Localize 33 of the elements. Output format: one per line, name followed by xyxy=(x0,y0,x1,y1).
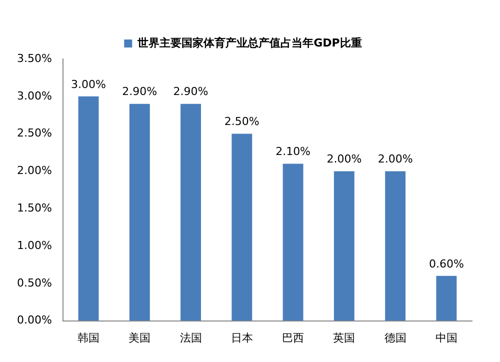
data-label: 3.00% xyxy=(71,78,106,91)
bar xyxy=(129,104,150,321)
y-tick-label: 2.50% xyxy=(16,126,52,140)
bar xyxy=(282,164,304,321)
x-tick-label: 日本 xyxy=(230,331,253,344)
bar xyxy=(385,171,406,321)
bar xyxy=(232,134,252,321)
x-tick-label: 巴西 xyxy=(282,331,304,344)
y-tick-label: 3.50% xyxy=(16,52,52,65)
bar xyxy=(180,104,201,321)
bar xyxy=(334,171,354,321)
bar xyxy=(78,96,99,321)
y-tick-label: 1.00% xyxy=(16,238,52,252)
x-tick-label: 中国 xyxy=(435,331,458,344)
y-tick-label: 0.50% xyxy=(16,276,52,290)
y-tick-label: 2.00% xyxy=(16,164,52,178)
y-tick-label: 3.00% xyxy=(16,89,52,102)
bar xyxy=(436,276,457,321)
x-tick-label: 德国 xyxy=(384,331,406,344)
data-label: 2.00% xyxy=(378,152,413,166)
data-label: 2.90% xyxy=(122,85,158,98)
data-label: 2.50% xyxy=(224,115,260,128)
y-tick-label: 0.00% xyxy=(16,314,52,327)
y-tick-label: 1.50% xyxy=(16,201,52,214)
x-tick-label: 法国 xyxy=(180,331,202,344)
x-tick-label: 美国 xyxy=(128,331,151,344)
data-label: 2.90% xyxy=(173,85,208,98)
data-label: 2.00% xyxy=(326,152,362,166)
data-label: 2.10% xyxy=(276,145,311,158)
data-label: 0.60% xyxy=(428,257,464,270)
x-tick-label: 韩国 xyxy=(78,331,100,344)
x-tick-label: 英国 xyxy=(333,331,356,344)
legend-label: 世界主要国家体育产业总产值占当年GDP比重 xyxy=(136,36,362,50)
